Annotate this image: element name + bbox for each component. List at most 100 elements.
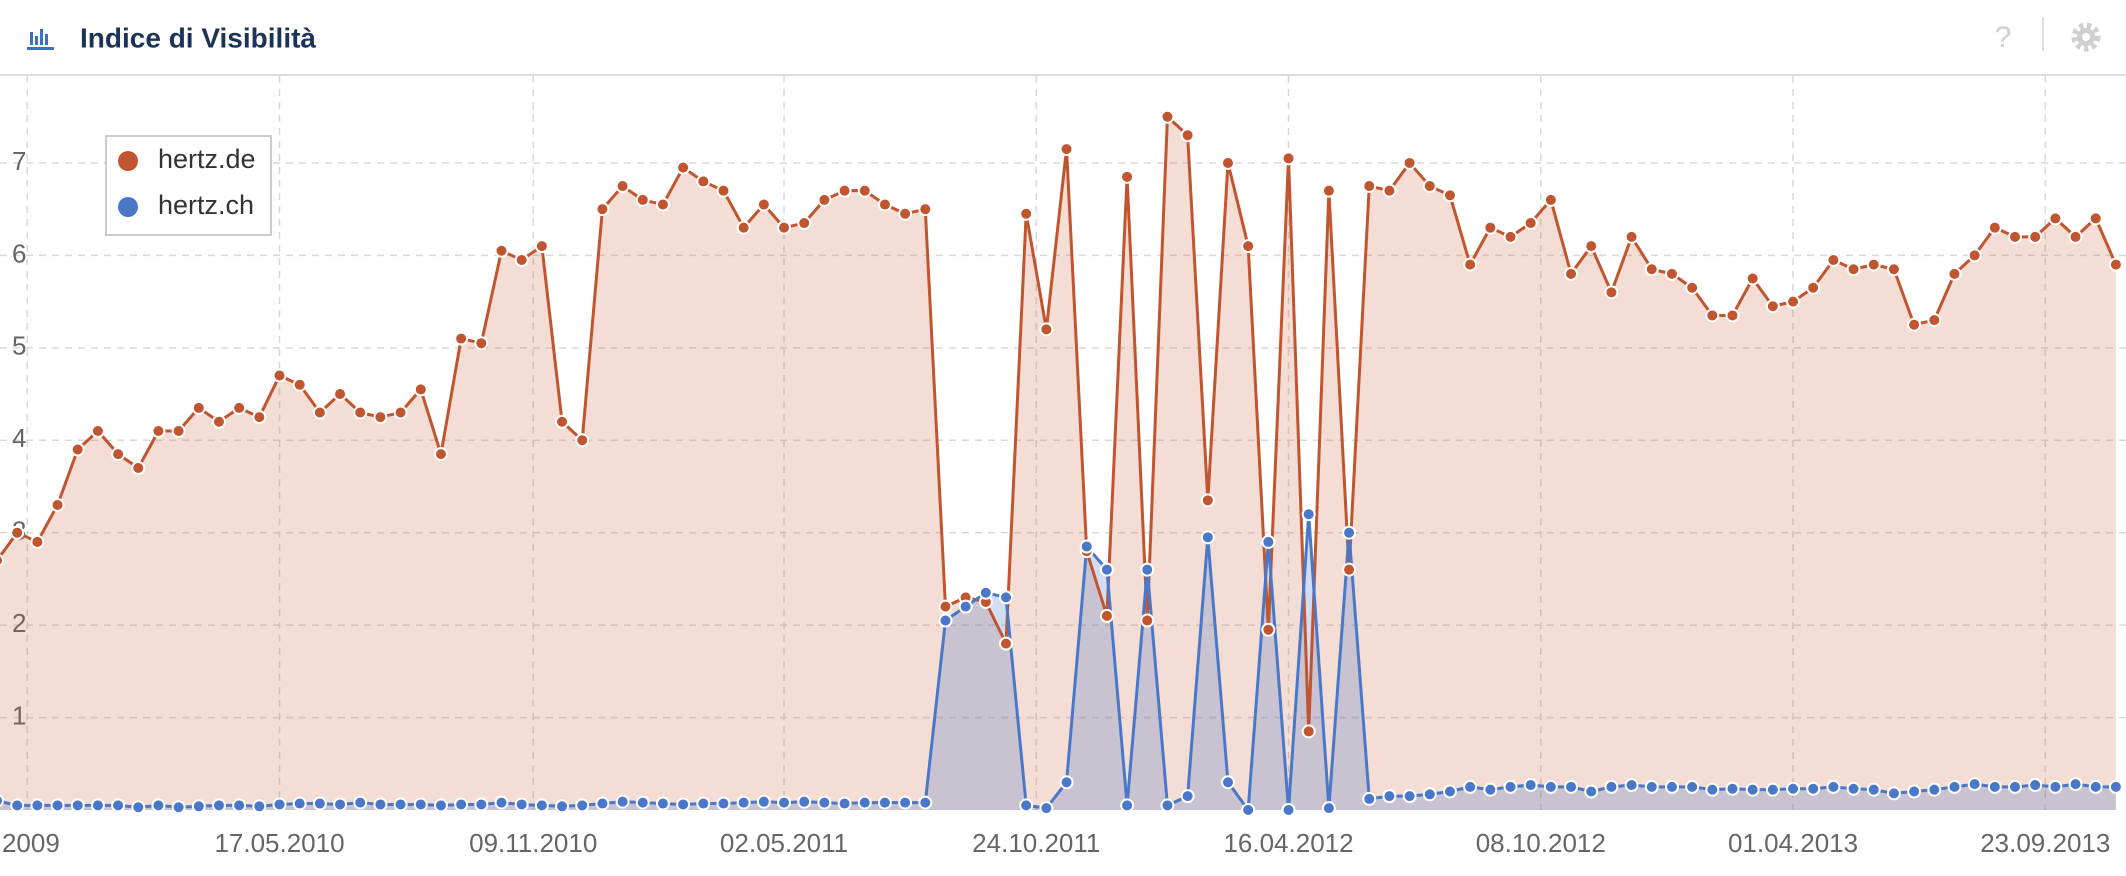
data-point bbox=[1079, 539, 1094, 554]
data-point bbox=[1705, 308, 1720, 323]
data-point bbox=[70, 442, 85, 457]
series-line bbox=[0, 512, 2116, 812]
data-point bbox=[2028, 229, 2043, 244]
data-point bbox=[1523, 778, 1538, 793]
data-point bbox=[877, 197, 892, 212]
x-tick-label: .2009 bbox=[0, 828, 60, 858]
y-tick-label: 7 bbox=[12, 146, 26, 176]
series-line bbox=[0, 115, 2118, 733]
data-point bbox=[1059, 142, 1074, 157]
data-point bbox=[1019, 798, 1034, 813]
data-point bbox=[615, 794, 630, 809]
x-tick-label: 02.05.2011 bbox=[720, 828, 848, 858]
data-point bbox=[10, 798, 25, 813]
data-point bbox=[393, 405, 408, 420]
data-point bbox=[111, 798, 126, 813]
data-point bbox=[1664, 266, 1679, 281]
data-point bbox=[736, 795, 751, 810]
data-point bbox=[454, 331, 469, 346]
help-icon[interactable]: ? bbox=[1995, 21, 2012, 54]
data-point bbox=[1967, 777, 1982, 792]
data-point bbox=[474, 336, 489, 351]
data-point bbox=[131, 800, 146, 815]
data-point bbox=[1967, 248, 1982, 263]
data-point bbox=[534, 798, 549, 813]
data-point bbox=[494, 243, 509, 258]
data-point bbox=[413, 382, 428, 397]
data-point bbox=[1362, 791, 1377, 806]
data-point bbox=[1644, 779, 1659, 794]
data-point bbox=[1362, 179, 1377, 194]
data-point bbox=[151, 798, 166, 813]
data-point bbox=[1200, 493, 1215, 508]
data-point bbox=[0, 554, 4, 567]
data-point bbox=[393, 797, 408, 812]
data-point bbox=[716, 183, 731, 198]
data-point bbox=[514, 253, 529, 268]
data-point bbox=[1321, 801, 1336, 816]
area-fill bbox=[0, 116, 2116, 810]
legend-label: hertz.ch bbox=[158, 190, 254, 220]
data-point bbox=[2108, 779, 2123, 794]
data-point bbox=[1241, 239, 1256, 254]
data-point bbox=[595, 796, 610, 811]
data-point bbox=[2008, 229, 2023, 244]
y-tick-label: 5 bbox=[12, 331, 26, 361]
data-point bbox=[555, 414, 570, 429]
data-point bbox=[777, 220, 792, 235]
data-point bbox=[1503, 229, 1518, 244]
data-point bbox=[454, 797, 469, 812]
data-point bbox=[90, 798, 105, 813]
data-point bbox=[1422, 179, 1437, 194]
data-point bbox=[1705, 782, 1720, 797]
data-point bbox=[312, 796, 327, 811]
data-point bbox=[1180, 128, 1195, 143]
data-point bbox=[2068, 777, 2083, 792]
data-point bbox=[1624, 229, 1639, 244]
data-point bbox=[2048, 211, 2063, 226]
data-point bbox=[1483, 782, 1498, 797]
data-point bbox=[1886, 786, 1901, 801]
data-point bbox=[555, 799, 570, 814]
data-point bbox=[655, 796, 670, 811]
data-point bbox=[232, 798, 247, 813]
data-point bbox=[1826, 253, 1841, 268]
data-point bbox=[1866, 782, 1881, 797]
data-point bbox=[1120, 169, 1135, 184]
data-point bbox=[1604, 779, 1619, 794]
data-point bbox=[1786, 294, 1801, 309]
data-point bbox=[1402, 789, 1417, 804]
legend-marker bbox=[118, 197, 138, 217]
data-point bbox=[1846, 262, 1861, 277]
data-point bbox=[978, 585, 993, 600]
data-point bbox=[1120, 798, 1135, 813]
data-point bbox=[1342, 562, 1357, 577]
data-point bbox=[191, 400, 206, 415]
data-point bbox=[1826, 779, 1841, 794]
data-point bbox=[373, 797, 388, 812]
data-point bbox=[1947, 266, 1962, 281]
data-point bbox=[676, 797, 691, 812]
data-point bbox=[514, 797, 529, 812]
data-point bbox=[2068, 229, 2083, 244]
data-point bbox=[777, 795, 792, 810]
data-point bbox=[312, 405, 327, 420]
data-point bbox=[736, 220, 751, 235]
data-point bbox=[1664, 779, 1679, 794]
y-tick-label: 6 bbox=[12, 238, 26, 268]
plot: 1234567.200917.05.201009.11.201002.05.20… bbox=[0, 76, 2126, 858]
data-point bbox=[1281, 151, 1296, 166]
data-point bbox=[1564, 779, 1579, 794]
data-point bbox=[1907, 784, 1922, 799]
data-point bbox=[1584, 784, 1599, 799]
data-point bbox=[938, 599, 953, 614]
data-point bbox=[1382, 789, 1397, 804]
data-point bbox=[938, 613, 953, 628]
data-point bbox=[898, 206, 913, 221]
x-tick-label: 24.10.2011 bbox=[972, 828, 1100, 858]
data-point bbox=[918, 202, 933, 217]
settings-icon[interactable] bbox=[2071, 22, 2101, 52]
data-point bbox=[1160, 109, 1175, 124]
data-point bbox=[1422, 787, 1437, 802]
data-point bbox=[1907, 317, 1922, 332]
